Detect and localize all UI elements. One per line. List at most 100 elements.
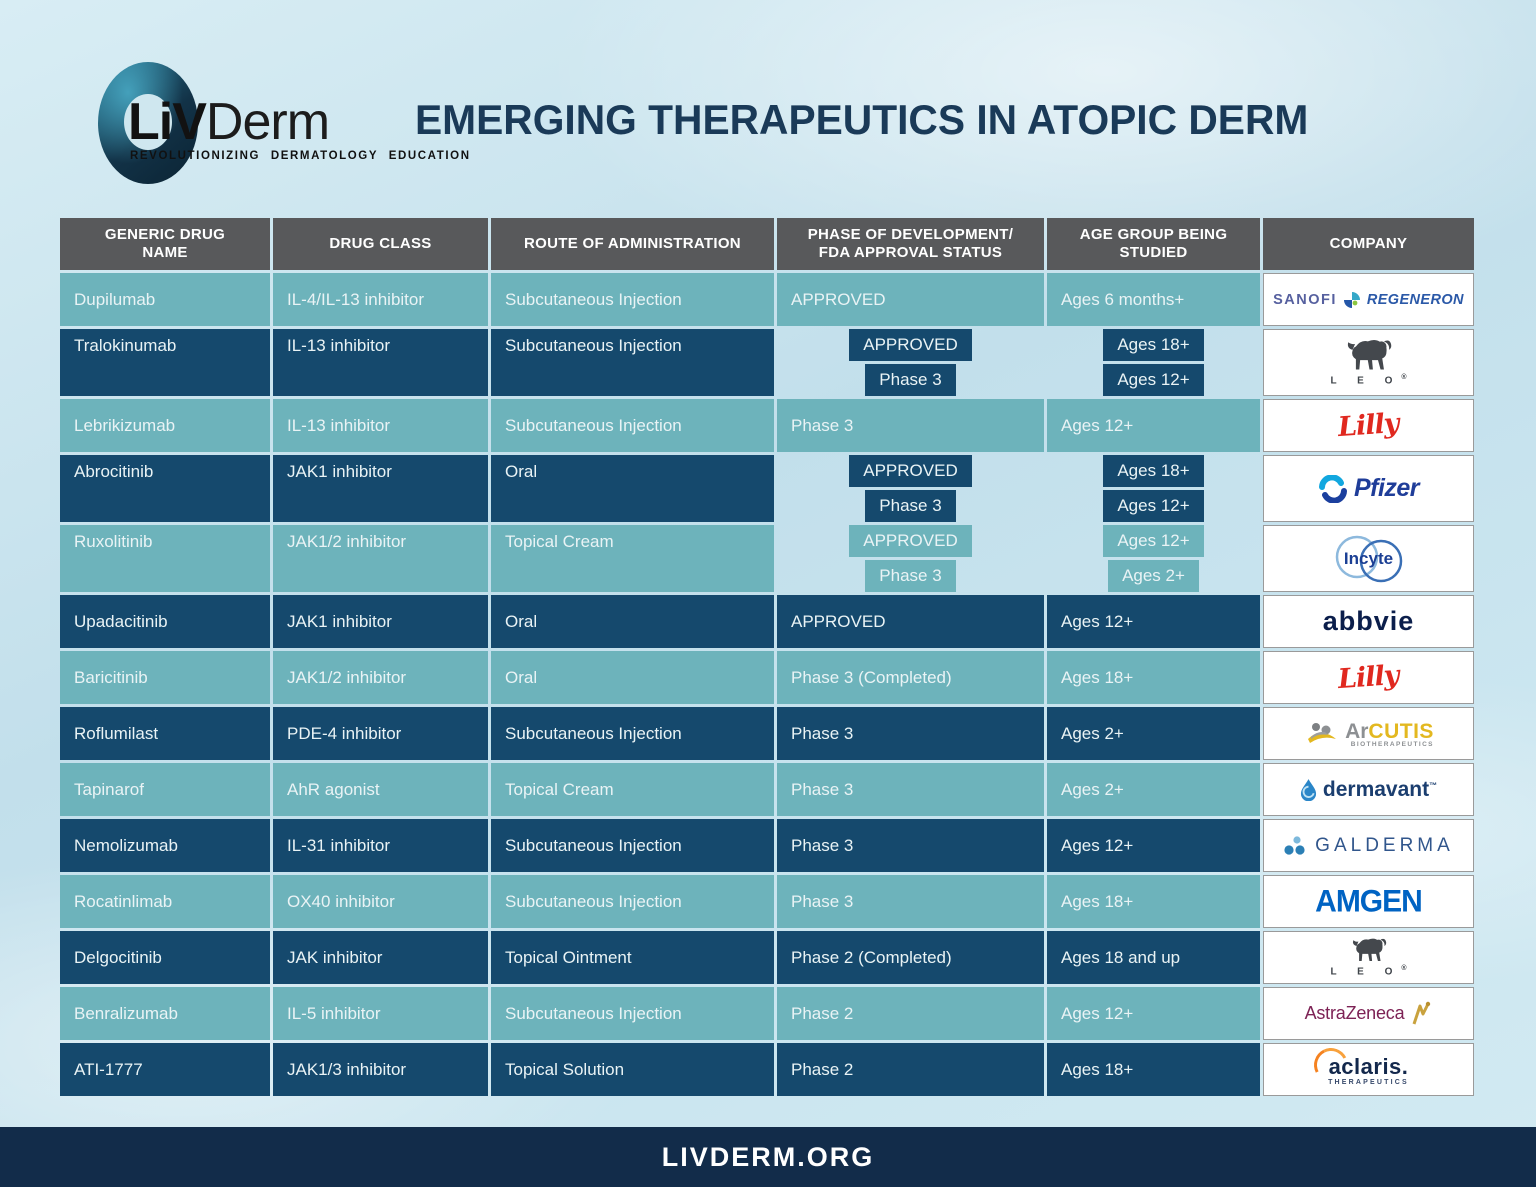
phase-cell: Phase 3 <box>777 399 1044 452</box>
table-row: ATI-1777 JAK1/3 inhibitor Topical Solution… <box>60 1043 1474 1096</box>
galderma-dots-icon <box>1283 834 1309 858</box>
route-cell-text: Topical Ointment <box>505 947 632 967</box>
age-cell-sub-1: Ages 2+ <box>1108 560 1199 592</box>
column-header-company: COMPANY <box>1263 218 1474 270</box>
drug-name-cell: Ruxolitinib <box>60 525 270 592</box>
leo-pharma-logo: L E O® <box>1330 338 1407 387</box>
age-cell-sub-1: Ages 12+ <box>1103 364 1204 396</box>
dermavant-trademark: ™ <box>1429 780 1438 790</box>
age-cell-sub-0: Ages 12+ <box>1103 525 1204 557</box>
aclaris-wordmark: aclaris. <box>1328 1053 1409 1079</box>
age-cell: Ages 2+ <box>1047 763 1260 816</box>
drug-name-cell-text: Upadacitinib <box>74 611 168 631</box>
route-cell-text: Subcutaneous Injection <box>505 336 682 355</box>
route-cell: Subcutaneous Injection <box>491 329 774 396</box>
drug-class-cell: JAK1 inhibitor <box>273 595 488 648</box>
drug-name-cell-text: ATI-1777 <box>74 1059 143 1079</box>
route-cell-text: Subcutaneous Injection <box>505 289 682 309</box>
table-row: Benralizumab IL-5 inhibitor Subcutaneous I… <box>60 987 1474 1040</box>
age-cell: Ages 12+ <box>1047 819 1260 872</box>
leo-wordmark: L E O® <box>1330 965 1407 978</box>
route-cell: Subcutaneous Injection <box>491 399 774 452</box>
drug-class-cell: JAK1/3 inhibitor <box>273 1043 488 1096</box>
aclaris-subtext: THERAPEUTICS <box>1328 1078 1409 1086</box>
drug-class-cell-text: JAK1/3 inhibitor <box>287 1059 407 1079</box>
footer-bar: LIVDERM.ORG <box>0 1127 1536 1187</box>
arcutis-wordmark-ar: Ar <box>1345 719 1369 743</box>
pfizer-wordmark: Pfizer <box>1353 474 1420 502</box>
age-cell-text: Ages 18+ <box>1061 667 1134 687</box>
route-cell-text: Subcutaneous Injection <box>505 723 682 743</box>
company-cell: Pfizer <box>1263 455 1474 522</box>
arcutis-wordmark-cutis: cutis <box>1368 719 1434 743</box>
age-cell-stack: Ages 18+ Ages 12+ <box>1047 329 1260 396</box>
leo-lion-icon <box>1350 937 1388 963</box>
drug-class-cell: AhR agonist <box>273 763 488 816</box>
incyte-wordmark: Incyte <box>1343 548 1394 568</box>
phase-cell-text: Phase 3 <box>791 891 854 911</box>
table-row: Tapinarof AhR agonist Topical Cream Phase 3… <box>60 763 1474 816</box>
drug-name-cell-text: Tralokinumab <box>74 336 177 355</box>
drug-class-cell-text: JAK1 inhibitor <box>287 611 392 631</box>
phase-cell-sub-1: Phase 3 <box>865 490 956 522</box>
route-cell: Subcutaneous Injection <box>491 707 774 760</box>
table-row: Dupilumab IL-4/IL-13 inhibitor Subcutaneou… <box>60 273 1474 326</box>
phase-cell-sub-1: Phase 3 <box>865 364 956 396</box>
age-cell-text: Ages 18 and up <box>1061 947 1181 967</box>
phase-cell: APPROVED <box>777 595 1044 648</box>
drug-class-cell-text: IL-4/IL-13 inhibitor <box>287 289 425 309</box>
phase-cell-text: Phase 3 <box>791 835 854 855</box>
route-cell: Topical Solution <box>491 1043 774 1096</box>
column-header-route-of-administration: ROUTE OF ADMINISTRATION <box>491 218 774 270</box>
drug-name-cell-text: Abrocitinib <box>74 462 154 481</box>
phase-cell-text: Phase 3 <box>791 779 854 799</box>
phase-cell-sub-0: APPROVED <box>849 455 972 487</box>
drug-class-cell-text: IL-5 inhibitor <box>287 1003 381 1023</box>
age-cell-text: Ages 18+ <box>1061 1059 1134 1079</box>
phase-cell-sub-1: Phase 3 <box>865 560 956 592</box>
sanofi-regeneron-logo: SANOFI REGENERON <box>1273 291 1464 309</box>
livderm-ring-hole <box>124 94 172 150</box>
route-cell-text: Topical Solution <box>505 1059 625 1079</box>
company-cell: aclaris. THERAPEUTICS <box>1263 1043 1474 1096</box>
drug-name-cell-text: Lebrikizumab <box>74 415 176 435</box>
drug-class-cell-text: JAK inhibitor <box>287 947 383 967</box>
table-row: Ruxolitinib JAK1/2 inhibitor Topical Cream… <box>60 525 1474 592</box>
drug-name-cell: Dupilumab <box>60 273 270 326</box>
route-cell-text: Topical Cream <box>505 532 614 551</box>
age-cell: Ages 18+ <box>1047 875 1260 928</box>
table-row: Lebrikizumab IL-13 inhibitor Subcutaneous … <box>60 399 1474 452</box>
age-cell-text: Ages 18+ <box>1117 461 1190 480</box>
route-cell: Subcutaneous Injection <box>491 273 774 326</box>
drug-class-cell-text: AhR agonist <box>287 779 380 799</box>
company-cell: SANOFI REGENERON <box>1263 273 1474 326</box>
table-row: Abrocitinib JAK1 inhibitor Oral APPROVED Pha… <box>60 455 1474 522</box>
livderm-wordmark-derm: Derm <box>205 93 330 151</box>
age-cell: Ages 18+ <box>1047 1043 1260 1096</box>
therapeutics-table: GENERIC DRUG NAME DRUG CLASS ROUTE OF ADMI… <box>60 218 1474 1099</box>
table-header-row: GENERIC DRUG NAME DRUG CLASS ROUTE OF ADMI… <box>60 218 1474 270</box>
drug-class-cell: JAK1/2 inhibitor <box>273 525 488 592</box>
sanofi-bird-icon <box>1343 291 1361 309</box>
company-cell: abbvie <box>1263 595 1474 648</box>
phase-cell-text: Phase 3 <box>791 415 854 435</box>
route-cell: Topical Ointment <box>491 931 774 984</box>
route-cell-text: Topical Cream <box>505 779 614 799</box>
age-cell-text: Ages 12+ <box>1061 1003 1134 1023</box>
age-cell-text: Ages 12+ <box>1061 415 1134 435</box>
amgen-logo: AMGEN <box>1315 884 1423 919</box>
table-row: Delgocitinib JAK inhibitor Topical Ointmen… <box>60 931 1474 984</box>
route-cell-text: Oral <box>505 462 538 481</box>
age-cell-text: Ages 12+ <box>1117 496 1190 515</box>
dermavant-wordmark: dermavant™ <box>1322 777 1438 801</box>
phase-cell-text: Phase 3 <box>879 370 942 389</box>
phase-cell-text: Phase 2 (Completed) <box>791 947 952 967</box>
drug-name-cell-text: Ruxolitinib <box>74 532 153 551</box>
drug-class-cell: IL-13 inhibitor <box>273 399 488 452</box>
drug-name-cell: Rocatinlimab <box>60 875 270 928</box>
drug-name-cell-text: Dupilumab <box>74 289 156 309</box>
drug-class-cell: IL-31 inhibitor <box>273 819 488 872</box>
drug-class-cell-text: PDE-4 inhibitor <box>287 723 402 743</box>
age-cell-text: Ages 18+ <box>1061 891 1134 911</box>
drug-class-cell-text: IL-13 inhibitor <box>287 336 391 355</box>
